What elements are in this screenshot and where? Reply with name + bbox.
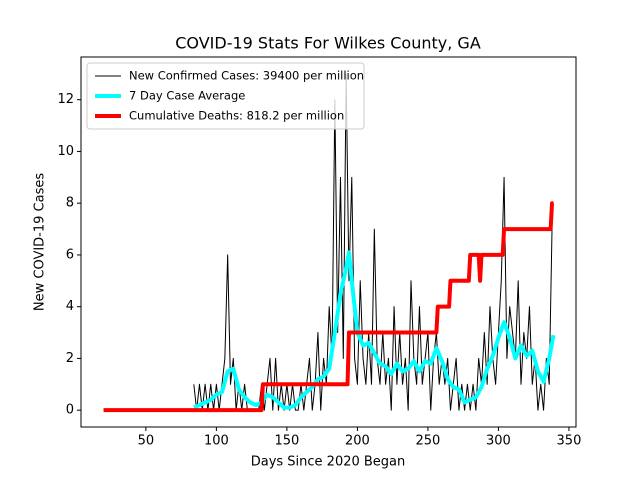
x-tick-label: 150 [274, 434, 299, 449]
x-tick-label: 300 [486, 434, 511, 449]
y-tick-label: 0 [66, 403, 74, 418]
legend-box [86, 62, 365, 130]
legend: New Confirmed Cases: 39400 per million 7 … [86, 62, 365, 130]
y-tick-label: 2 [66, 351, 74, 366]
chart-title: COVID-19 Stats For Wilkes County, GA [175, 34, 481, 53]
y-tick-label: 4 [66, 299, 74, 314]
axes-frame [80, 56, 577, 428]
x-tick-label: 350 [557, 434, 582, 449]
y-tick-label: 8 [66, 196, 74, 211]
legend-label: New Confirmed Cases: 39400 per million [129, 69, 364, 83]
x-tick-label: 50 [138, 434, 155, 449]
y-axis-label: New COVID-19 Cases [33, 173, 48, 311]
x-tick-label: 250 [416, 434, 441, 449]
x-tick-label: 100 [204, 434, 229, 449]
data-line [103, 201, 555, 413]
y-tick-label: 6 [66, 247, 74, 262]
legend-label: 7 Day Case Average [129, 89, 245, 103]
x-tick-label: 200 [345, 434, 370, 449]
legend-label: Cumulative Deaths: 818.2 per million [129, 109, 344, 123]
data-line [192, 250, 556, 410]
y-tick-label: 12 [57, 92, 74, 107]
y-tick-label: 10 [57, 144, 74, 159]
plot-area [103, 73, 556, 413]
x-axis-label: Days Since 2020 Began [251, 455, 406, 470]
